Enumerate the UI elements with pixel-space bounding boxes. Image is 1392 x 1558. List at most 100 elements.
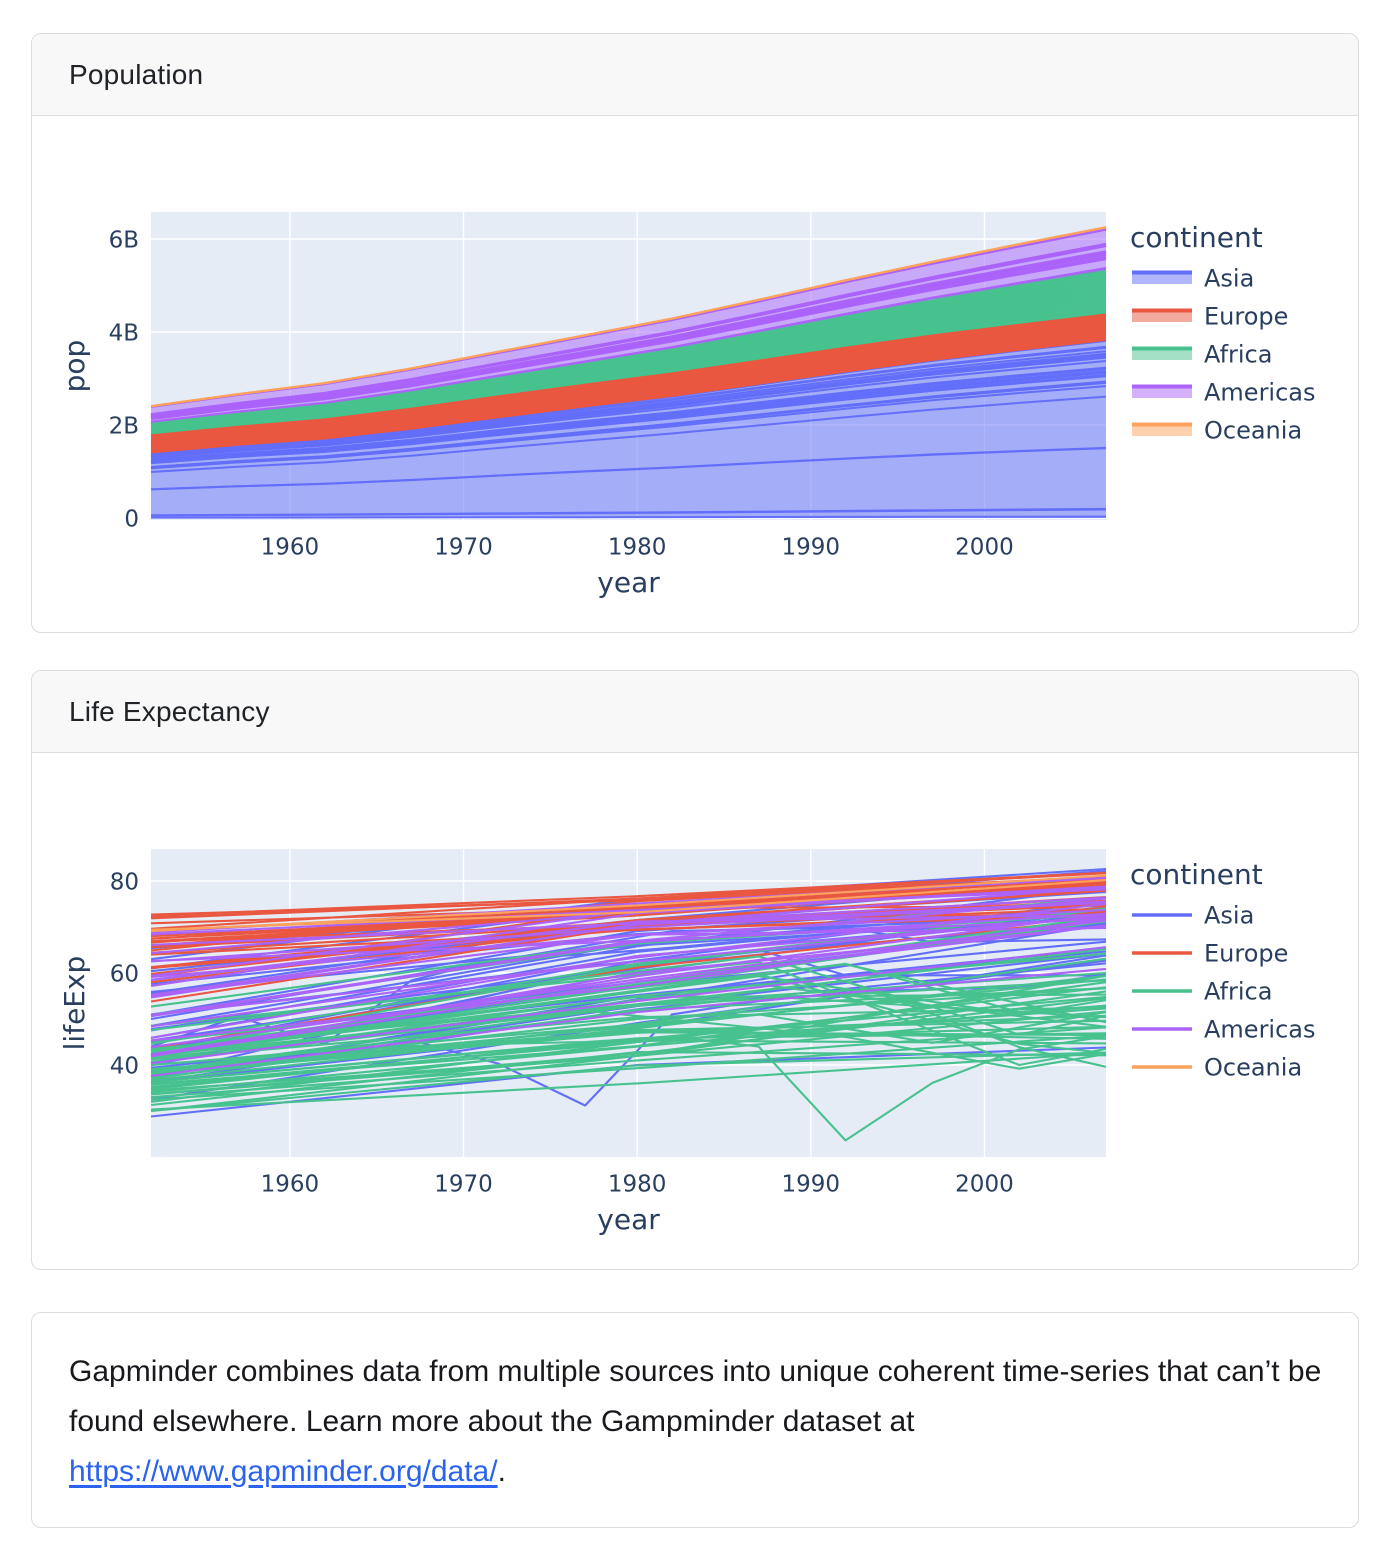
x-tick-label: 2000	[955, 534, 1014, 560]
legend-item-asia[interactable]: Asia	[1132, 265, 1254, 293]
legend-label: Europe	[1204, 940, 1288, 968]
life-expectancy-chart-svg[interactable]: 40 60 80 1960 1970 1980 1990 2000 year lifeExp con…	[32, 753, 1359, 1268]
legend-item-africa[interactable]: Africa	[1132, 978, 1272, 1006]
x-axis-title: year	[597, 1203, 660, 1236]
about-text-after: .	[497, 1455, 506, 1488]
population-card-title: Population	[69, 58, 204, 90]
country-boundary-line	[150, 380, 1107, 468]
country-boundary-line	[150, 360, 1107, 459]
legend-item-americas[interactable]: Americas	[1132, 1016, 1316, 1044]
country-line-americas	[150, 900, 1107, 997]
y-axis-title: lifeExp	[58, 956, 91, 1051]
legend-fill-swatch	[1132, 350, 1192, 360]
country-line-africa	[150, 1051, 1107, 1107]
x-tick-label: 1960	[261, 534, 320, 560]
legend-fill-swatch	[1132, 388, 1192, 398]
x-tick-label: 2000	[955, 1171, 1014, 1197]
country-line-africa	[150, 978, 1107, 1073]
country-boundary-line	[150, 319, 1107, 440]
legend-title: continent	[1130, 221, 1263, 254]
x-tick-label: 1970	[434, 534, 493, 560]
population-card: Population 0 2B 4B 6B 1960 1970 1980 1990 2000 ye…	[31, 33, 1359, 633]
about-card: Gapminder combines data from multiple so…	[31, 1312, 1359, 1528]
legend-label: Asia	[1204, 265, 1254, 293]
legend-label: Africa	[1204, 341, 1272, 369]
country-line-africa	[150, 979, 1107, 1073]
about-text: Gapminder combines data from multiple so…	[32, 1313, 1358, 1497]
legend-item-africa[interactable]: Africa	[1132, 341, 1272, 369]
gapminder-link[interactable]: https://www.gapminder.org/data/	[69, 1455, 498, 1488]
area-series-americas[interactable]	[150, 227, 1107, 423]
country-line-americas	[150, 896, 1107, 946]
y-axis-title: pop	[58, 340, 91, 393]
legend-label: Asia	[1204, 902, 1254, 930]
country-line-americas	[150, 912, 1107, 1018]
legend-item-americas[interactable]: Americas	[1132, 379, 1316, 407]
y-tick-label: 80	[110, 869, 139, 895]
legend-item-oceania[interactable]: Oceania	[1132, 417, 1302, 445]
country-line-africa	[150, 1011, 1107, 1067]
area-series-asia[interactable]	[150, 339, 1107, 519]
country-line-africa	[150, 986, 1107, 1086]
country-boundary-line	[151, 515, 1107, 519]
population-chart-svg[interactable]: 0 2B 4B 6B 1960 1970 1980 1990 2000 year pop contin…	[32, 116, 1359, 633]
legend-item-asia[interactable]: Asia	[1132, 902, 1254, 930]
country-boundary-line	[150, 507, 1107, 517]
life-exp-lines[interactable]	[150, 867, 1107, 1142]
country-boundary-line	[150, 352, 1107, 457]
legend-fill-swatch	[1132, 312, 1192, 322]
country-line-africa	[150, 960, 1107, 1067]
x-tick-label: 1980	[608, 1171, 667, 1197]
legend-label: Americas	[1204, 1016, 1316, 1044]
country-line-americas	[150, 908, 1107, 997]
country-boundary-line	[150, 446, 1107, 491]
about-text-before: Gapminder combines data from multiple so…	[69, 1355, 1322, 1438]
y-tick-label: 4B	[109, 320, 139, 346]
y-tick-label: 0	[124, 506, 139, 532]
country-boundary-line	[150, 385, 1107, 470]
legend-fill-swatch	[1132, 274, 1192, 284]
population-card-header: Population	[32, 34, 1358, 116]
legend-label: Americas	[1204, 379, 1316, 407]
y-tick-label: 6B	[109, 227, 139, 253]
x-axis-title: year	[597, 566, 660, 599]
y-tick-label: 60	[110, 961, 139, 987]
x-tick-label: 1980	[608, 534, 667, 560]
country-boundary-line	[150, 326, 1107, 445]
country-line-europe	[150, 872, 1107, 930]
country-boundary-line	[150, 324, 1107, 444]
country-line-americas	[150, 902, 1107, 1028]
country-boundary-line	[150, 332, 1107, 450]
life-expectancy-chart[interactable]: 40 60 80 1960 1970 1980 1990 2000 year lifeExp con…	[32, 753, 1359, 1269]
x-tick-label: 1960	[261, 1171, 320, 1197]
population-chart[interactable]: 0 2B 4B 6B 1960 1970 1980 1990 2000 year pop contin…	[32, 116, 1359, 633]
legend-item-europe[interactable]: Europe	[1132, 940, 1288, 968]
country-boundary-line	[150, 329, 1107, 447]
legend-item-europe[interactable]: Europe	[1132, 303, 1288, 331]
country-boundary-line	[150, 250, 1107, 418]
country-line-americas	[150, 967, 1107, 1078]
country-boundary-line	[150, 338, 1107, 454]
country-line-americas	[150, 924, 1107, 1057]
country-boundary-line	[150, 267, 1107, 423]
country-boundary-line	[150, 334, 1107, 451]
country-line-oceania	[150, 879, 1107, 931]
country-boundary-line	[150, 316, 1107, 438]
country-line-africa	[150, 1004, 1107, 1094]
x-tick-label: 1970	[434, 1171, 493, 1197]
life-expectancy-card-title: Life Expectancy	[69, 695, 270, 727]
x-tick-label: 1990	[782, 1171, 841, 1197]
country-line-africa	[150, 1029, 1107, 1073]
y-tick-label: 40	[110, 1053, 139, 1079]
legend-label: Oceania	[1204, 417, 1302, 445]
legend-item-oceania[interactable]: Oceania	[1132, 1054, 1302, 1082]
country-line-africa	[150, 973, 1107, 1057]
country-boundary-line	[150, 370, 1107, 463]
area-series-oceania[interactable]	[150, 226, 1107, 408]
legend-fill-swatch	[1132, 426, 1192, 436]
country-boundary-line	[150, 323, 1107, 443]
country-line-africa	[150, 908, 1107, 1045]
country-boundary-line	[150, 321, 1107, 442]
country-boundary-line	[150, 366, 1107, 461]
legend-label: Africa	[1204, 978, 1272, 1006]
